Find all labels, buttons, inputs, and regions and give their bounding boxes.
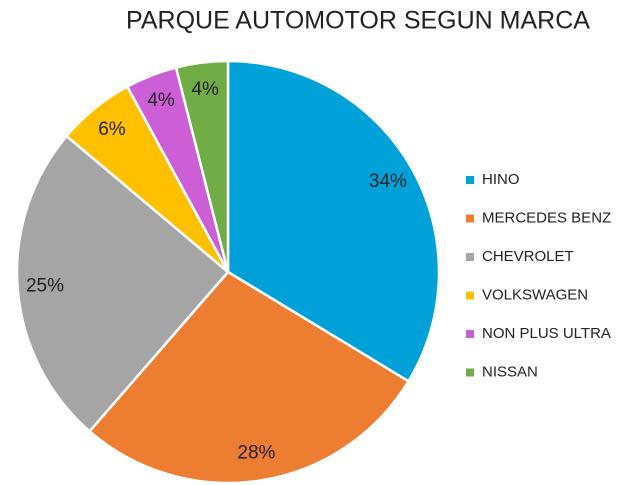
data-label: 28% (237, 442, 275, 463)
legend-swatch (466, 253, 474, 261)
legend-label: NISSAN (482, 363, 538, 380)
legend-label: CHEVROLET (482, 248, 574, 265)
chart-title: PARQUE AUTOMOTOR SEGUN MARCA (126, 7, 590, 35)
legend-label: MERCEDES BENZ (482, 209, 611, 226)
legend-label: HINO (482, 171, 520, 188)
legend-swatch (466, 176, 474, 184)
legend-swatch (466, 368, 474, 377)
data-label: 4% (191, 79, 219, 100)
legend-label: NON PLUS ULTRA (482, 325, 611, 342)
pie-slice (174, 59, 230, 273)
data-label: 4% (147, 90, 175, 111)
data-label: 6% (98, 119, 126, 140)
data-label: 25% (26, 275, 64, 296)
pie-slice (87, 270, 411, 485)
legend-swatch (466, 291, 474, 300)
pie-slice (15, 134, 230, 434)
legend-swatch (466, 330, 474, 338)
pie-slice (226, 59, 441, 383)
legend-label: VOLKSWAGEN (482, 286, 588, 303)
data-label: 34% (369, 171, 407, 192)
legend-swatch (466, 214, 474, 223)
